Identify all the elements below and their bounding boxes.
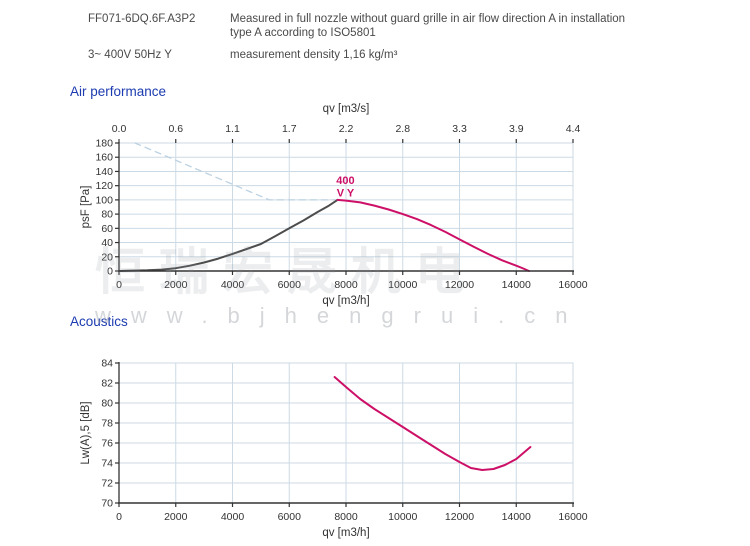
y-tick-label: 40 [101,237,113,249]
y-tick-label: 100 [95,194,113,206]
x-tick-label: 14000 [502,279,531,291]
y-tick-label: 78 [101,418,113,430]
x-tick-label: 16000 [558,279,587,291]
sound-power-curve [333,376,532,471]
y-axis-title: Lw(A),5 [dB] [80,401,92,464]
x-tick-label: 8000 [334,279,358,291]
top-tick-label: 2.2 [339,123,354,135]
y-tick-label: 74 [101,458,113,470]
x-tick-label: 16000 [558,511,587,523]
y-tick-label: 84 [101,358,113,370]
density-spec: measurement density 1,16 kg/m³ [230,49,398,61]
x-tick-label: 10000 [388,511,417,523]
top-tick-label: 0.0 [112,123,127,135]
x-tick-label: 12000 [445,511,474,523]
top-tick-label: 3.9 [509,123,524,135]
voltage-spec: 3~ 400V 50Hz Y [88,49,172,61]
y-tick-label: 180 [95,138,113,150]
curve-annotation: V Y [337,187,355,199]
fan-curve-400V-Y [336,198,530,272]
y-tick-label: 82 [101,378,113,390]
x-axis-title: qv [m3/h] [322,527,369,539]
model-number: FF071-6DQ.6F.A3P2 [88,13,196,25]
y-tick-label: 20 [101,251,113,263]
system-resistance-curve [118,198,339,272]
acoustics-heading: Acoustics [70,314,128,329]
top-tick-label: 3.3 [452,123,467,135]
y-tick-label: 70 [101,498,113,510]
y-tick-label: 0 [107,266,113,278]
curve-annotation: 400 [336,175,354,187]
x-tick-label: 10000 [388,279,417,291]
top-axis-title: qv [m3/s] [323,103,370,115]
measurement-note-line1: Measured in full nozzle without guard gr… [230,13,626,25]
top-tick-label: 0.6 [168,123,183,135]
x-tick-label: 4000 [221,511,245,523]
measurement-note-line2: type A according to ISO5801 [230,27,376,39]
x-tick-label: 14000 [502,511,531,523]
y-tick-label: 160 [95,152,113,164]
y-tick-label: 140 [95,166,113,178]
y-axis-title: psF [Pa] [80,186,92,229]
y-tick-label: 72 [101,478,113,490]
x-axis-title: qv [m3/h] [322,295,369,307]
top-tick-label: 1.1 [225,123,240,135]
x-tick-label: 4000 [221,279,245,291]
top-tick-label: 2.8 [395,123,410,135]
air-performance-heading: Air performance [70,84,167,99]
y-tick-label: 80 [101,398,113,410]
x-tick-label: 8000 [334,511,358,523]
x-tick-label: 0 [116,511,122,523]
y-tick-label: 80 [101,209,113,221]
top-tick-label: 1.7 [282,123,297,135]
x-tick-label: 2000 [164,279,188,291]
y-tick-label: 76 [101,438,113,450]
y-tick-label: 60 [101,223,113,235]
limit-curve-dashed [134,142,339,201]
x-tick-label: 12000 [445,279,474,291]
x-tick-label: 0 [116,279,122,291]
top-tick-label: 4.4 [566,123,581,135]
x-tick-label: 6000 [278,511,302,523]
y-tick-label: 120 [95,180,113,192]
x-tick-label: 2000 [164,511,188,523]
x-tick-label: 6000 [278,279,302,291]
